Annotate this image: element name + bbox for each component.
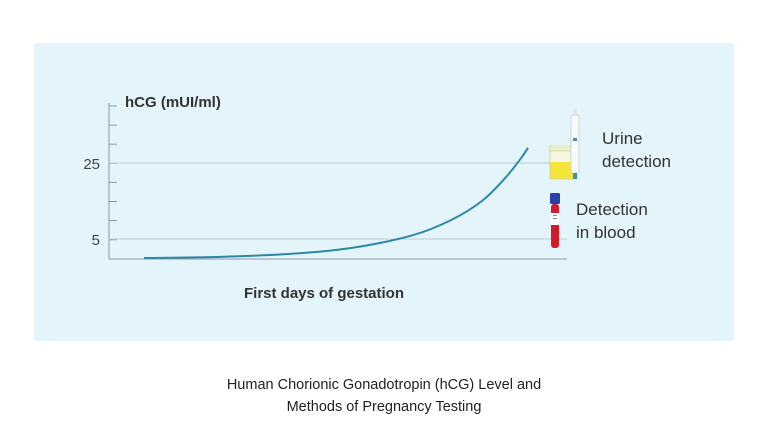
blood-detection-label-line-1: Detection (576, 200, 648, 219)
caption-line-1: Human Chorionic Gonadotropin (hCG) Level… (226, 377, 542, 393)
y-axis-label: hCG (mUI/ml) (125, 94, 221, 111)
urine-detection-label-line-2: detection (602, 152, 671, 171)
x-axis-label: First days of gestation (244, 285, 404, 302)
urine-detection-label-line-1: Urine (602, 129, 643, 148)
y-axis-ticks (109, 105, 117, 241)
y-tick-label-5: 5 (92, 232, 100, 249)
chart-panel: hCG (mUI/ml) 25 5 First days of gestatio… (34, 43, 734, 341)
blood-detection-label-line-2: in blood (576, 223, 636, 242)
caption-line-2: Methods of Pregnancy Testing (286, 399, 482, 415)
hcg-curve (143, 147, 529, 259)
hcg-chart: hCG (mUI/ml) 25 5 First days of gestatio… (83, 94, 671, 302)
urine-test-cup-icon (548, 109, 580, 180)
blood-test-tube-icon (550, 193, 560, 248)
y-tick-label-25: 25 (83, 156, 100, 173)
